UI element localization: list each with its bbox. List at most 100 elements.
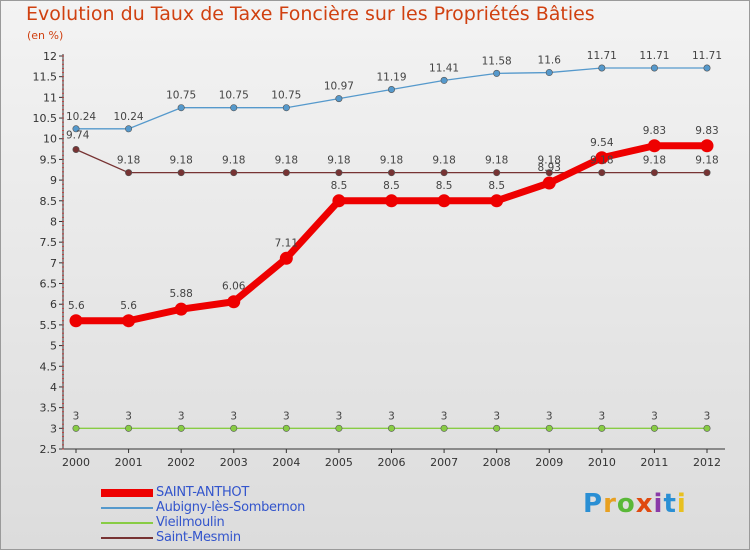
x-tick-label: 2001 [115, 456, 143, 469]
data-label: 3 [230, 410, 237, 422]
data-point [545, 69, 553, 77]
x-tick-label: 2009 [535, 456, 563, 469]
data-label: 10.75 [166, 90, 196, 102]
data-label: 9.18 [695, 155, 718, 167]
data-label: 3 [598, 410, 605, 422]
data-label: 8.5 [331, 180, 348, 192]
data-point [542, 176, 556, 190]
y-tick-label: 3.5 [40, 402, 58, 415]
x-tick-label: 2011 [640, 456, 668, 469]
data-label: 5.6 [120, 300, 137, 312]
legend-label: Saint-Mesmin [156, 530, 241, 545]
y-tick-label: 4 [50, 381, 57, 394]
y-tick-label: 12 [43, 50, 57, 63]
y-tick-label: 8.5 [40, 195, 58, 208]
data-point [440, 169, 448, 177]
data-label: 9.18 [485, 155, 508, 167]
data-point [440, 76, 448, 84]
data-label: 9.74 [66, 129, 90, 141]
legend-swatch [101, 489, 153, 497]
data-label: 3 [651, 410, 658, 422]
data-label: 3 [283, 410, 290, 422]
y-tick-label: 5.5 [40, 319, 58, 332]
data-point [122, 314, 136, 328]
data-point [332, 194, 346, 208]
data-label: 11.6 [538, 55, 562, 67]
data-point [493, 69, 501, 77]
data-point [335, 169, 343, 177]
data-label: 11.71 [639, 50, 669, 62]
data-point [493, 424, 501, 432]
data-point [227, 295, 241, 309]
data-label: 3 [546, 410, 553, 422]
data-point [545, 424, 553, 432]
data-label: 5.88 [169, 288, 192, 300]
data-point [650, 64, 658, 72]
legend-swatch [101, 522, 153, 524]
x-tick-label: 2006 [378, 456, 406, 469]
data-point [282, 424, 290, 432]
data-point [125, 125, 133, 133]
data-point [282, 169, 290, 177]
x-tick-label: 2012 [693, 456, 721, 469]
data-label: 9.18 [117, 155, 140, 167]
data-point [230, 169, 238, 177]
x-tick-label: 2002 [167, 456, 195, 469]
data-label: 8.5 [488, 180, 505, 192]
data-label: 9.18 [169, 155, 192, 167]
data-label: 9.18 [275, 155, 298, 167]
data-point [545, 169, 553, 177]
data-label: 10.24 [114, 111, 144, 123]
data-point [595, 151, 609, 165]
data-point [387, 86, 395, 94]
data-label: 3 [388, 410, 395, 422]
data-label: 11.58 [482, 55, 512, 67]
data-label: 8.93 [538, 162, 561, 174]
data-point [72, 125, 80, 133]
data-point [282, 104, 290, 112]
y-tick-label: 5 [50, 340, 57, 353]
legend-swatch [101, 507, 153, 509]
y-tick-label: 9 [50, 174, 57, 187]
data-label: 3 [704, 410, 711, 422]
data-label: 5.6 [68, 300, 85, 312]
y-tick-label: 7.5 [40, 236, 58, 249]
y-tick-label: 4.5 [40, 360, 58, 373]
chart-title: Evolution du Taux de Taxe Foncière sur l… [26, 3, 595, 25]
data-label: 9.18 [590, 155, 613, 167]
legend-label: Aubigny-lès-Sombernon [156, 500, 306, 515]
data-point [647, 139, 661, 153]
data-label: 3 [178, 410, 185, 422]
data-label: 11.19 [376, 72, 406, 84]
data-point [72, 145, 80, 153]
x-tick-label: 2007 [430, 456, 458, 469]
data-point [177, 169, 185, 177]
legend-swatch [101, 537, 153, 539]
x-tick-label: 2008 [483, 456, 511, 469]
data-point [335, 95, 343, 103]
data-label: 7.11 [275, 237, 298, 249]
data-point [598, 169, 606, 177]
data-point [650, 424, 658, 432]
data-point [387, 169, 395, 177]
y-tick-label: 10.5 [33, 112, 58, 125]
data-label: 11.71 [692, 50, 722, 62]
data-label: 9.18 [327, 155, 350, 167]
data-point [279, 251, 293, 265]
data-label: 11.71 [587, 50, 617, 62]
data-label: 3 [493, 410, 500, 422]
data-label: 9.83 [643, 125, 666, 137]
data-point [177, 424, 185, 432]
data-label: 10.75 [219, 90, 249, 102]
data-point [174, 302, 188, 316]
y-tick-label: 11.5 [33, 71, 58, 84]
y-tick-label: 6.5 [40, 278, 58, 291]
y-tick-label: 6 [50, 298, 57, 311]
data-label: 8.5 [436, 180, 453, 192]
data-label: 3 [441, 410, 448, 422]
data-point [493, 169, 501, 177]
data-label: 11.41 [429, 62, 459, 74]
data-point [387, 424, 395, 432]
